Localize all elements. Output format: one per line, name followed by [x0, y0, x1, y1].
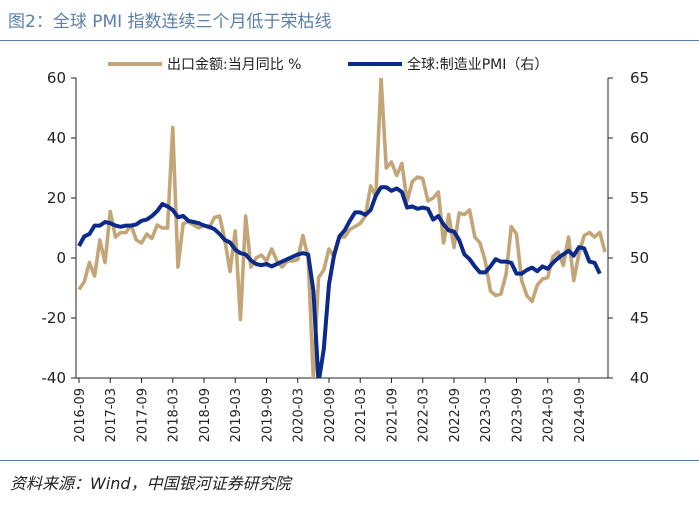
x-tick-label: 2023-03 [479, 388, 494, 442]
left-tick-label: -20 [42, 309, 67, 327]
legend-pmi-label: 全球:制造业PMI（右） [407, 56, 548, 73]
series-export-line [77, 78, 607, 378]
title-divider [0, 40, 699, 41]
x-tick-label: 2017-09 [135, 388, 150, 442]
footer-divider [0, 460, 699, 461]
left-tick-label: 0 [56, 249, 66, 267]
x-tick-label: 2022-03 [417, 388, 432, 442]
x-tick-label: 2024-03 [542, 388, 557, 442]
x-tick-label: 2020-03 [292, 388, 307, 442]
figure-title: 图2：全球 PMI 指数连续三个月低于荣枯线 [8, 12, 332, 32]
left-tick-label: 60 [47, 69, 66, 87]
series-layer [77, 78, 607, 378]
chart: -40 -20 0 20 40 60 40 45 50 55 60 65 2016-09 2017-0… [42, 56, 650, 442]
x-tick-label: 2023-09 [510, 388, 525, 442]
x-tick-label: 2018-09 [198, 388, 213, 442]
x-tick-label: 2024-09 [573, 388, 588, 442]
x-tick-label: 2018-03 [167, 388, 182, 442]
source-note: 资料来源：Wind，中国银河证券研究院 [10, 474, 291, 493]
left-tick-label: 40 [47, 129, 66, 147]
right-tick-label: 50 [630, 249, 649, 267]
x-tick-label: 2021-03 [354, 388, 369, 442]
legend: 出口金额:当月同比 % 全球:制造业PMI（右） [108, 56, 548, 73]
x-tick-label: 2019-03 [229, 388, 244, 442]
x-axis-ticks: 2016-09 2017-03 2017-09 2018-03 2018-09 2019-… [73, 378, 588, 442]
right-axis-ticks: 40 45 50 55 60 65 [608, 69, 649, 387]
left-tick-label: -40 [42, 369, 67, 387]
x-tick-label: 2019-09 [260, 388, 275, 442]
x-tick-label: 2021-09 [385, 388, 400, 442]
x-tick-label: 2022-09 [448, 388, 463, 442]
right-tick-label: 55 [630, 189, 649, 207]
left-tick-label: 20 [47, 189, 66, 207]
series-pmi-line [77, 185, 602, 378]
right-tick-label: 40 [630, 369, 649, 387]
right-tick-label: 45 [630, 309, 649, 327]
right-tick-label: 60 [630, 129, 649, 147]
x-tick-label: 2020-09 [323, 388, 338, 442]
legend-export-label: 出口金额:当月同比 % [167, 57, 301, 73]
left-axis-ticks: -40 -20 0 20 40 60 [42, 69, 76, 387]
x-tick-label: 2017-03 [104, 388, 119, 442]
right-tick-label: 65 [630, 69, 649, 87]
x-tick-label: 2016-09 [73, 388, 88, 442]
